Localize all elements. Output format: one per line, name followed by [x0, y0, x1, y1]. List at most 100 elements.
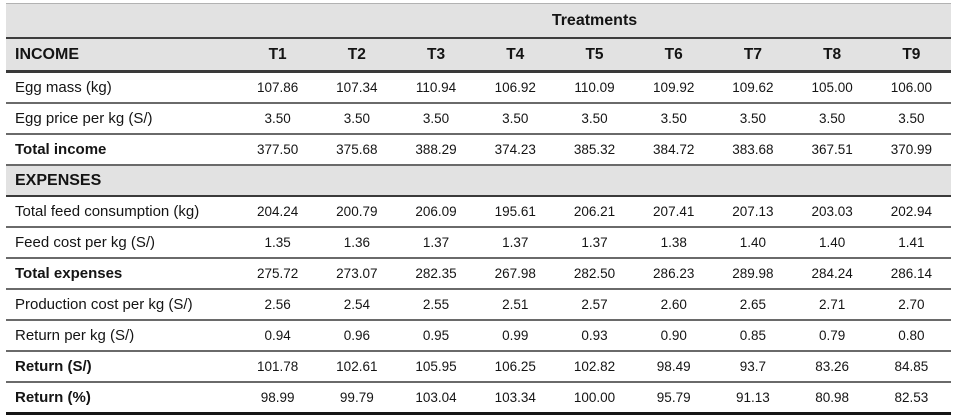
cell-value: 282.35: [396, 258, 476, 290]
table-row: Total feed consumption (kg) 204.24 200.79 2…: [6, 196, 951, 228]
cell-value: 1.40: [792, 227, 872, 259]
row-label: Egg price per kg (S/): [6, 103, 238, 135]
cell-value: 83.26: [792, 351, 872, 383]
cell-value: 101.78: [238, 351, 318, 383]
cell-value: 103.34: [475, 382, 555, 415]
cell-value: 2.51: [475, 289, 555, 321]
cell-value: 206.09: [396, 196, 476, 228]
cell-value: 95.79: [634, 382, 714, 415]
row-label: Total expenses: [6, 258, 238, 290]
cell-value: 286.23: [634, 258, 714, 290]
row-label: Total income: [6, 134, 238, 166]
cell-value: 0.95: [396, 320, 476, 352]
cell-value: 0.99: [475, 320, 555, 352]
cell-value: 100.00: [554, 382, 635, 415]
cell-value: 282.50: [554, 258, 635, 290]
cell-value: 2.54: [317, 289, 397, 321]
cell-value: 289.98: [713, 258, 793, 290]
row-label: Return (%): [6, 382, 238, 415]
treatments-header-spacer: [6, 3, 238, 39]
cell-value: 2.71: [792, 289, 872, 321]
row-label: Total feed consumption (kg): [6, 196, 238, 228]
cell-value: 80.98: [792, 382, 872, 415]
table-row: Feed cost per kg (S/) 1.35 1.36 1.37 1.37 1.3…: [6, 227, 951, 259]
cell-value: 3.50: [317, 103, 397, 135]
cell-value: 383.68: [713, 134, 793, 166]
column-header-t8: T8: [792, 38, 872, 73]
table-row: Egg price per kg (S/) 3.50 3.50 3.50 3.50 3.5…: [6, 103, 951, 135]
cell-value: 3.50: [554, 103, 635, 135]
cell-value: 374.23: [475, 134, 555, 166]
treatments-header-row: Treatments: [6, 3, 951, 39]
cell-value: 267.98: [475, 258, 555, 290]
cell-value: 0.96: [317, 320, 397, 352]
cell-value: 84.85: [871, 351, 951, 383]
cell-value: 105.00: [792, 71, 872, 104]
cell-value: 110.09: [554, 71, 635, 104]
column-header-t4: T4: [475, 38, 555, 73]
cell-value: 284.24: [792, 258, 872, 290]
cell-value: 1.41: [871, 227, 951, 259]
cell-value: 1.37: [396, 227, 476, 259]
cell-value: 106.00: [871, 71, 951, 104]
treatments-title: Treatments: [238, 3, 951, 39]
row-label: Return per kg (S/): [6, 320, 238, 352]
cell-value: 0.79: [792, 320, 872, 352]
cell-value: 370.99: [871, 134, 951, 166]
cell-value: 273.07: [317, 258, 397, 290]
table-row: Production cost per kg (S/) 2.56 2.54 2.55 2…: [6, 289, 951, 321]
cell-value: 102.82: [554, 351, 635, 383]
cell-value: 1.38: [634, 227, 714, 259]
cell-value: 0.80: [871, 320, 951, 352]
cell-value: 0.93: [554, 320, 635, 352]
cell-value: 200.79: [317, 196, 397, 228]
cell-value: 0.85: [713, 320, 793, 352]
cell-value: 206.21: [554, 196, 635, 228]
column-header-t7: T7: [713, 38, 793, 73]
cell-value: 275.72: [238, 258, 318, 290]
cell-value: 106.25: [475, 351, 555, 383]
cell-value: 109.62: [713, 71, 793, 104]
column-header-t3: T3: [396, 38, 476, 73]
cell-value: 377.50: [238, 134, 318, 166]
cell-value: 375.68: [317, 134, 397, 166]
cell-value: 2.70: [871, 289, 951, 321]
cell-value: 102.61: [317, 351, 397, 383]
cell-value: 3.50: [238, 103, 318, 135]
cell-value: 3.50: [713, 103, 793, 135]
column-header-t1: T1: [238, 38, 318, 73]
cell-value: 207.41: [634, 196, 714, 228]
cell-value: 388.29: [396, 134, 476, 166]
cell-value: 1.37: [475, 227, 555, 259]
cell-value: 2.56: [238, 289, 318, 321]
cell-value: 93.7: [713, 351, 793, 383]
income-section-header: INCOME: [6, 38, 238, 73]
cell-value: 91.13: [713, 382, 793, 415]
row-label: Egg mass (kg): [6, 71, 238, 104]
column-header-t6: T6: [634, 38, 714, 73]
row-label: Production cost per kg (S/): [6, 289, 238, 321]
table-row: Total income 377.50 375.68 388.29 374.23 385.…: [6, 134, 951, 166]
cell-value: 2.65: [713, 289, 793, 321]
cell-value: 109.92: [634, 71, 714, 104]
cell-value: 105.95: [396, 351, 476, 383]
column-header-t2: T2: [317, 38, 397, 73]
cell-value: 203.03: [792, 196, 872, 228]
cell-value: 204.24: [238, 196, 318, 228]
column-header-t5: T5: [554, 38, 635, 73]
cell-value: 99.79: [317, 382, 397, 415]
cell-value: 82.53: [871, 382, 951, 415]
cell-value: 1.37: [554, 227, 635, 259]
cell-value: 110.94: [396, 71, 476, 104]
cell-value: 286.14: [871, 258, 951, 290]
cell-value: 107.86: [238, 71, 318, 104]
row-label: Feed cost per kg (S/): [6, 227, 238, 259]
cell-value: 103.04: [396, 382, 476, 415]
table-row: Egg mass (kg) 107.86 107.34 110.94 106.92 110…: [6, 71, 951, 104]
cell-value: 2.60: [634, 289, 714, 321]
cell-value: 2.57: [554, 289, 635, 321]
row-label: Return (S/): [6, 351, 238, 383]
cell-value: 195.61: [475, 196, 555, 228]
table-row: Return per kg (S/) 0.94 0.96 0.95 0.99 0.93 0.…: [6, 320, 951, 352]
table-row: Return (S/) 101.78 102.61 105.95 106.25 102.8…: [6, 351, 951, 383]
